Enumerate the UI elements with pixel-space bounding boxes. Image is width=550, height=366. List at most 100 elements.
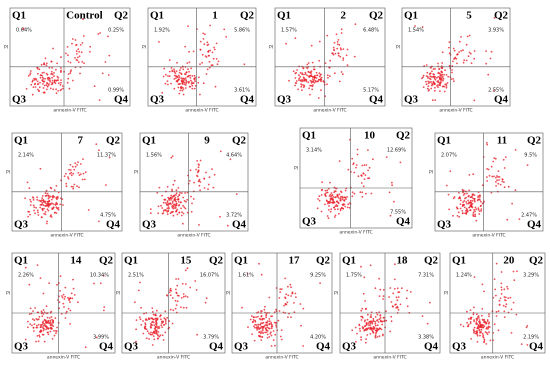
event-dot	[337, 39, 340, 41]
event-dot	[486, 180, 489, 182]
event-dot	[405, 297, 408, 300]
event-dot	[512, 301, 515, 304]
event-dot	[171, 190, 174, 192]
event-dot	[365, 338, 367, 340]
event-dot	[445, 184, 448, 187]
event-dot	[184, 295, 187, 297]
event-dot	[302, 307, 305, 310]
event-dot	[169, 294, 172, 297]
event-dot	[79, 44, 82, 46]
event-dot	[139, 318, 142, 321]
event-dot	[453, 80, 455, 83]
event-dot	[44, 321, 47, 324]
event-dot	[142, 320, 144, 322]
event-dot	[498, 299, 501, 302]
event-dot	[361, 316, 364, 319]
event-dot	[473, 320, 475, 323]
event-dot	[344, 189, 347, 192]
event-dot	[89, 45, 92, 48]
event-dot	[471, 206, 473, 208]
event-dot	[472, 213, 475, 216]
event-dot	[52, 47, 54, 50]
event-dot	[365, 164, 368, 166]
event-dot	[427, 77, 429, 79]
event-dot	[487, 73, 490, 76]
event-dot	[448, 41, 451, 43]
event-dot	[512, 270, 515, 273]
event-dot	[37, 72, 39, 75]
quadrant-label: Q2	[369, 10, 384, 22]
event-dot	[264, 324, 267, 327]
event-dot	[195, 168, 198, 171]
event-dot	[324, 62, 327, 64]
event-dot	[56, 326, 58, 329]
event-dot	[53, 81, 56, 84]
event-dot	[287, 316, 289, 318]
quadrant-label: Q3	[142, 219, 157, 231]
event-dot	[257, 311, 260, 313]
event-dot	[206, 68, 209, 71]
event-dot	[374, 324, 377, 327]
event-dot	[260, 339, 263, 341]
event-dot	[481, 283, 484, 286]
event-dot	[43, 207, 45, 210]
event-dot	[274, 322, 277, 324]
event-dot	[362, 185, 365, 188]
event-dot	[340, 71, 343, 73]
event-dot	[161, 194, 164, 197]
event-dot	[229, 158, 232, 161]
event-dot	[304, 73, 307, 75]
event-dot	[459, 203, 462, 206]
event-dot	[363, 276, 366, 279]
event-dot	[298, 74, 300, 77]
event-dot	[465, 209, 467, 212]
event-dot	[366, 318, 369, 321]
event-dot	[462, 191, 464, 194]
event-dot	[258, 262, 260, 265]
event-dot	[45, 88, 48, 91]
event-dot	[97, 33, 100, 35]
event-dot	[466, 325, 469, 328]
event-dot	[99, 32, 101, 34]
event-dot	[251, 333, 254, 335]
event-dot	[358, 323, 361, 326]
event-dot	[38, 199, 41, 202]
event-dot	[441, 62, 444, 64]
event-dot	[293, 311, 296, 314]
y-axis-label: PI	[269, 45, 273, 51]
event-dot	[426, 87, 429, 90]
event-dot	[335, 33, 338, 36]
event-dot	[60, 81, 62, 84]
event-dot	[185, 80, 188, 83]
event-dot	[53, 79, 56, 82]
event-dot	[177, 278, 180, 280]
event-dot	[499, 297, 502, 300]
event-dot	[426, 71, 429, 74]
quadrant-label: Q2	[99, 255, 114, 267]
event-dot	[307, 81, 310, 84]
event-dot	[78, 186, 80, 189]
event-dot	[257, 315, 259, 318]
event-dot	[361, 191, 364, 194]
event-dot	[156, 326, 159, 328]
event-dot	[247, 326, 249, 328]
event-dot	[436, 80, 439, 83]
event-dot	[492, 160, 495, 163]
event-dot	[166, 186, 169, 188]
event-dot	[42, 83, 44, 85]
event-dot	[93, 282, 95, 285]
event-dot	[456, 215, 459, 217]
event-dot	[260, 330, 262, 333]
event-dot	[474, 210, 476, 213]
q2-percent: 7.31%	[418, 273, 434, 279]
event-dot	[47, 197, 50, 200]
event-dot	[37, 323, 40, 326]
event-dot	[503, 296, 506, 298]
x-axis-label: annexin-V FITC	[157, 355, 190, 361]
event-dot	[169, 287, 172, 290]
event-dot	[338, 160, 341, 163]
q1-percent: 2.51%	[128, 273, 144, 279]
event-dot	[178, 71, 181, 74]
event-dot	[487, 328, 489, 330]
event-dot	[46, 77, 49, 80]
